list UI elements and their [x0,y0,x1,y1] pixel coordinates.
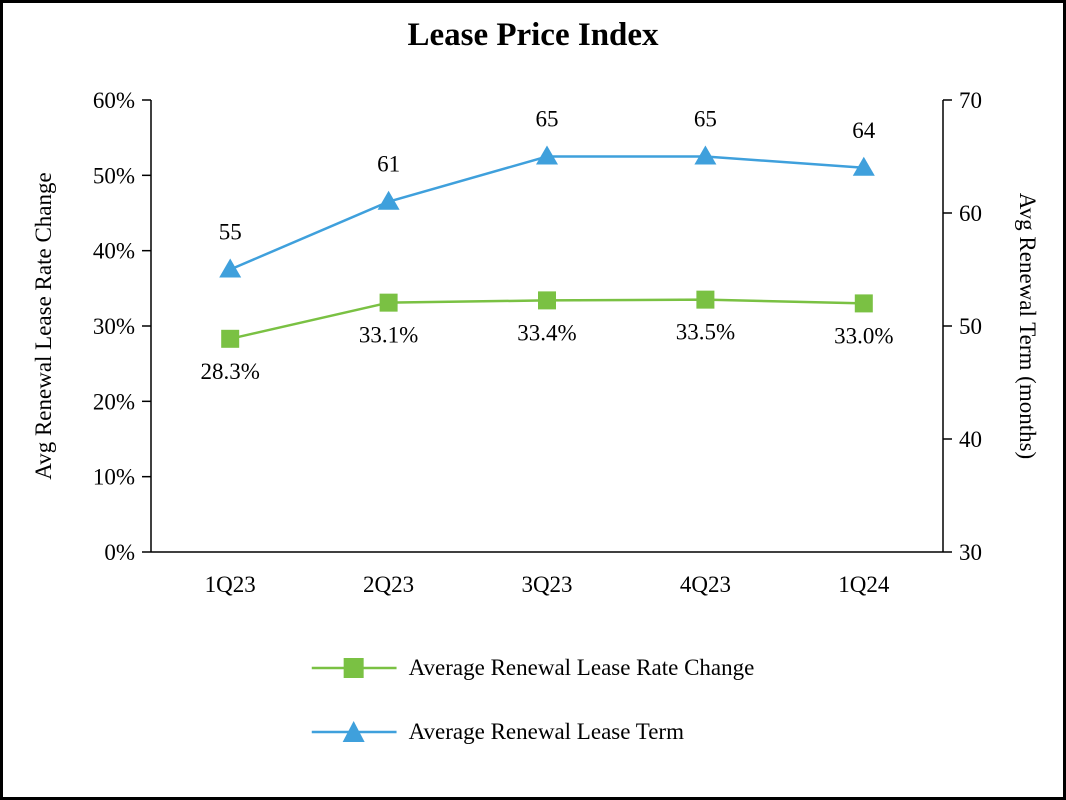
left-axis-tick-label: 60% [93,88,135,113]
square-marker [379,293,398,312]
square-marker [538,291,556,310]
x-axis-tick-label: 4Q23 [680,572,731,597]
x-axis-tick-label: 3Q23 [521,572,572,597]
right-axis-tick-label: 50 [959,314,982,339]
square-marker [221,329,240,348]
lease-price-index-chart: 0% 10% 20% 30% 40% 50% 60% 30 40 50 60 70 1Q23 2Q23 3Q… [31,88,1040,597]
legend-triangle-icon [342,721,365,742]
left-axis-title: Avg Renewal Lease Rate Change [31,172,56,479]
square-marker [854,294,873,313]
square-marker [696,290,715,309]
chart-title: Lease Price Index [407,17,659,53]
legend-square-icon [343,658,364,678]
left-axis-tick-label: 0% [104,540,135,565]
x-axis-tick-label: 2Q23 [363,572,414,597]
legend-triangle-marker-icon [311,721,397,742]
triangle-marker [536,145,558,165]
triangle-marker [694,145,717,165]
legend-label-rate-change: Average Renewal Lease Rate Change [408,655,755,680]
left-axis-tick-label: 50% [93,163,135,188]
left-axis-tick-label: 20% [93,389,135,414]
data-label: 61 [377,152,400,177]
legend-item-lease-term: Average Renewal Lease Term [311,719,684,745]
data-label: 28.3% [200,359,259,384]
left-axis-tick-label: 40% [93,239,135,264]
series-line [229,155,864,271]
right-axis-tick-label: 70 [959,88,982,113]
left-axis-tick-label: 10% [93,465,135,490]
data-label: 55 [219,220,242,245]
right-axis-title: Avg Renewal Term (months) [1015,193,1040,459]
legend-label-lease-term: Average Renewal Lease Term [408,719,684,744]
legend-item-rate-change: Average Renewal Lease Rate Change [311,655,755,681]
data-label: 33.4% [517,320,576,345]
x-axis-tick-label: 1Q24 [838,572,890,597]
data-label: 33.1% [359,323,418,348]
data-label: 33.0% [834,323,893,348]
right-axis-tick-label: 40 [959,427,982,452]
triangle-marker [852,156,875,176]
x-axis-tick-label: 1Q23 [205,572,256,597]
data-label: 33.5% [676,320,735,345]
legend-square-marker-icon [311,658,397,678]
chart-legend: Average Renewal Lease Rate Change Averag… [311,655,755,745]
right-axis-tick-label: 60 [959,201,982,226]
right-axis-tick-label: 30 [959,540,982,565]
data-label: 64 [852,118,876,143]
data-label: 65 [694,107,717,132]
triangle-marker [377,190,400,210]
data-label: 65 [536,107,559,132]
triangle-marker [219,258,242,278]
left-axis-tick-label: 30% [93,314,135,339]
